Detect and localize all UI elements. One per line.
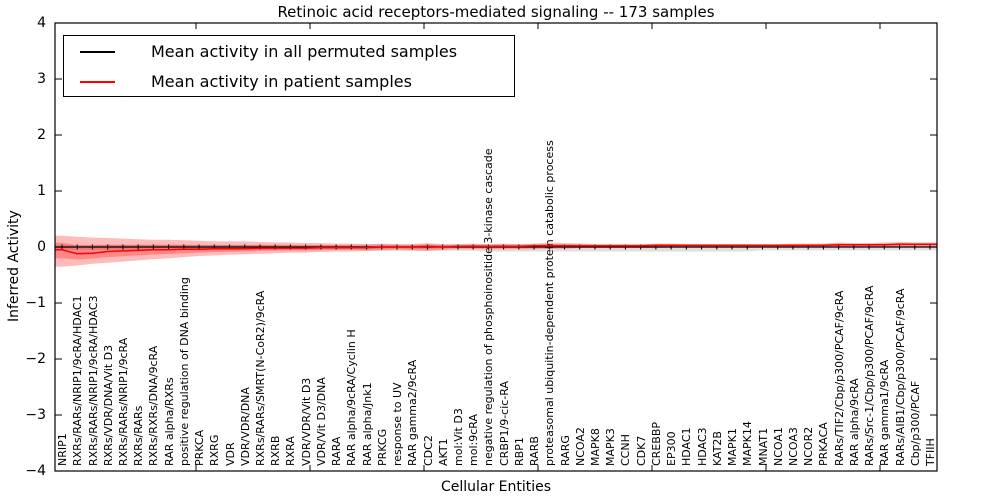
y-tick-label: −4 [25,463,46,479]
y-tick-label: 1 [37,183,46,199]
patient-mean-line [55,243,937,255]
patient-line-sample [80,80,115,83]
y-tick-label: 3 [37,71,46,87]
legend-label-patient: Mean activity in patient samples [151,72,412,91]
legend-item-patient: Mean activity in patient samples [64,67,514,96]
chart-title: Retinoic acid receptors-mediated signali… [277,3,715,21]
y-tick-label: 2 [37,127,46,143]
y-tick-label: −2 [25,351,46,367]
legend-item-permuted: Mean activity in all permuted samples [64,37,514,66]
permuted-line-sample [80,50,115,53]
y-tick-label: −1 [25,295,46,311]
y-tick-label: −3 [25,407,46,423]
x-axis-label: Cellular Entities [440,479,552,495]
y-tick-label: 0 [37,239,46,255]
patient-std-band-outer [55,235,937,267]
y-tick-label: 4 [37,15,46,31]
legend: Mean activity in all permuted samples Me… [63,35,515,97]
legend-label-permuted: Mean activity in all permuted samples [151,42,458,61]
